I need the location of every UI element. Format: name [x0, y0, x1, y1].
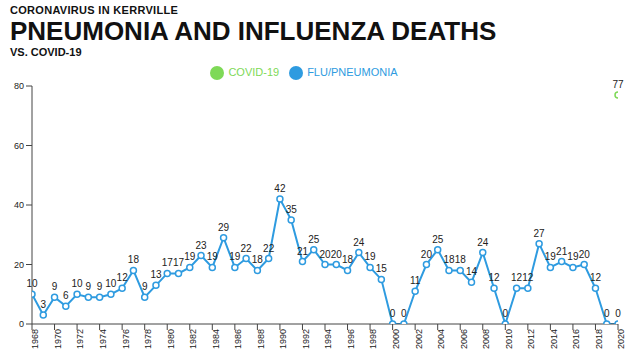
html-text:VS. COVID-19: VS. COVID-19	[10, 46, 82, 58]
svg-text:27: 27	[534, 228, 546, 239]
svg-text:1976: 1976	[121, 329, 131, 349]
svg-text:20: 20	[331, 249, 343, 260]
svg-text:19: 19	[545, 251, 557, 262]
svg-text:9: 9	[52, 281, 58, 292]
svg-text:25: 25	[308, 234, 320, 245]
svg-text:80: 80	[14, 81, 24, 91]
svg-text:20: 20	[579, 249, 591, 260]
svg-text:12: 12	[522, 272, 534, 283]
svg-text:2018: 2018	[594, 329, 604, 349]
svg-text:21: 21	[297, 246, 309, 257]
svg-text:1972: 1972	[75, 329, 85, 349]
svg-text:1968: 1968	[30, 329, 40, 349]
svg-text:1998: 1998	[368, 329, 378, 349]
svg-text:9: 9	[142, 281, 148, 292]
svg-text:25: 25	[432, 234, 444, 245]
svg-text:22: 22	[241, 243, 253, 254]
svg-text:1982: 1982	[188, 329, 198, 349]
svg-text:0: 0	[19, 319, 24, 329]
svg-text:2008: 2008	[481, 329, 491, 349]
svg-text:42: 42	[274, 183, 286, 194]
svg-text:12: 12	[511, 272, 523, 283]
html-text:FLU/PNEUMONIA: FLU/PNEUMONIA	[307, 66, 398, 78]
svg-text:1994: 1994	[323, 329, 333, 349]
svg-text:18: 18	[455, 254, 467, 265]
svg-text:15: 15	[376, 263, 388, 274]
svg-text:13: 13	[150, 269, 162, 280]
svg-text:1990: 1990	[278, 329, 288, 349]
svg-text:19: 19	[365, 251, 377, 262]
svg-text:2014: 2014	[549, 329, 559, 349]
svg-text:9: 9	[97, 281, 103, 292]
svg-text:18: 18	[128, 254, 140, 265]
svg-text:3: 3	[40, 299, 46, 310]
svg-text:20: 20	[319, 249, 331, 260]
svg-text:10: 10	[72, 278, 84, 289]
svg-text:2020: 2020	[616, 329, 626, 349]
svg-text:14: 14	[466, 266, 478, 277]
svg-text:1978: 1978	[143, 329, 153, 349]
svg-text:77: 77	[612, 79, 624, 90]
svg-text:1984: 1984	[211, 329, 221, 349]
svg-text:2000: 2000	[391, 329, 401, 349]
svg-text:0: 0	[503, 308, 509, 319]
svg-text:17: 17	[162, 257, 174, 268]
html-text:PNEUMONIA AND INFLUENZA DEATHS: PNEUMONIA AND INFLUENZA DEATHS	[10, 16, 497, 46]
svg-text:18: 18	[342, 254, 354, 265]
svg-text:19: 19	[184, 251, 196, 262]
svg-text:1988: 1988	[256, 329, 266, 349]
svg-text:1992: 1992	[301, 329, 311, 349]
svg-text:18: 18	[252, 254, 264, 265]
svg-text:60: 60	[14, 141, 24, 151]
svg-text:11: 11	[410, 275, 421, 286]
svg-text:24: 24	[477, 237, 489, 248]
svg-text:19: 19	[567, 251, 579, 262]
svg-text:1986: 1986	[233, 329, 243, 349]
svg-text:24: 24	[353, 237, 365, 248]
svg-text:0: 0	[401, 308, 407, 319]
svg-text:40: 40	[14, 200, 24, 210]
svg-text:19: 19	[229, 251, 241, 262]
svg-text:1996: 1996	[346, 329, 356, 349]
svg-text:17: 17	[173, 257, 185, 268]
svg-text:19: 19	[207, 251, 219, 262]
svg-text:0: 0	[615, 308, 621, 319]
svg-text:23: 23	[195, 240, 207, 251]
svg-text:2002: 2002	[414, 329, 424, 349]
svg-text:2012: 2012	[526, 329, 536, 349]
html-text:CORONAVIRUS IN KERRVILLE: CORONAVIRUS IN KERRVILLE	[10, 4, 179, 16]
svg-text:18: 18	[443, 254, 455, 265]
html-text:COVID-19: COVID-19	[228, 66, 280, 78]
svg-text:22: 22	[263, 243, 275, 254]
svg-text:1970: 1970	[53, 329, 63, 349]
svg-text:1974: 1974	[98, 329, 108, 349]
svg-text:10: 10	[105, 278, 117, 289]
svg-text:12: 12	[117, 272, 129, 283]
svg-text:21: 21	[556, 246, 568, 257]
svg-text:2016: 2016	[571, 329, 581, 349]
svg-text:29: 29	[218, 222, 230, 233]
svg-text:9: 9	[86, 281, 92, 292]
svg-text:2006: 2006	[459, 329, 469, 349]
svg-text:12: 12	[590, 272, 602, 283]
svg-text:20: 20	[14, 260, 24, 270]
svg-text:2004: 2004	[436, 329, 446, 349]
svg-text:10: 10	[26, 278, 38, 289]
svg-text:12: 12	[488, 272, 500, 283]
svg-text:1980: 1980	[166, 329, 176, 349]
svg-text:0: 0	[604, 308, 610, 319]
svg-text:2010: 2010	[504, 329, 514, 349]
svg-text:20: 20	[421, 249, 433, 260]
svg-text:0: 0	[390, 308, 396, 319]
svg-text:6: 6	[63, 290, 69, 301]
svg-text:35: 35	[286, 204, 298, 215]
